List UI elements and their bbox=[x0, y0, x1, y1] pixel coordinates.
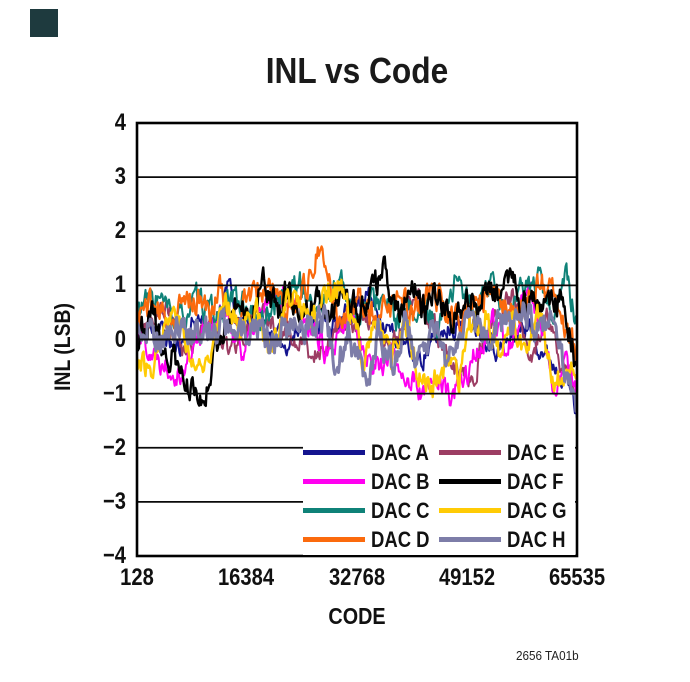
legend-item-label: DAC D bbox=[371, 526, 430, 552]
series-line-dac-f bbox=[137, 255, 577, 407]
legend-swatch-icon bbox=[439, 508, 501, 513]
legend: DAC A DAC E DAC B DAC F DAC C DAC G DAC D DAC H bbox=[303, 438, 575, 555]
series-lines bbox=[137, 245, 577, 419]
y-tick-label: 3 bbox=[114, 163, 126, 191]
y-tick-label: −4 bbox=[103, 542, 126, 569]
legend-swatch-icon bbox=[303, 450, 365, 455]
legend-item: DAC F bbox=[439, 467, 575, 496]
y-tick-label: −1 bbox=[103, 379, 126, 407]
legend-item-label: DAC G bbox=[507, 497, 567, 523]
x-tick-label: 16384 bbox=[218, 564, 275, 591]
legend-item: DAC D bbox=[303, 525, 439, 554]
legend-item: DAC H bbox=[439, 525, 575, 554]
series-line-dac-g bbox=[137, 278, 577, 399]
legend-item-label: DAC C bbox=[371, 497, 430, 523]
x-tick-label: 65535 bbox=[548, 564, 606, 591]
legend-item: DAC G bbox=[439, 496, 575, 525]
x-axis-title: CODE bbox=[328, 603, 386, 629]
series-line-dac-h bbox=[137, 301, 577, 413]
legend-item-label: DAC B bbox=[371, 468, 430, 494]
plot-frame bbox=[135, 121, 579, 558]
x-tick-label: 32768 bbox=[328, 564, 385, 591]
y-tick-label: 1 bbox=[114, 271, 126, 299]
y-tick-label: 2 bbox=[114, 217, 126, 245]
legend-swatch-icon bbox=[303, 537, 365, 542]
series-line-dac-d bbox=[137, 245, 577, 361]
legend-item-label: DAC A bbox=[371, 439, 429, 465]
legend-swatch-icon bbox=[439, 450, 501, 455]
y-axis-title: INL (LSB) bbox=[50, 303, 75, 391]
legend-item-label: DAC H bbox=[507, 526, 566, 552]
legend-item: DAC B bbox=[303, 467, 439, 496]
legend-swatch-icon bbox=[303, 508, 365, 513]
y-tick-label: 0 bbox=[114, 325, 126, 353]
corner-square-marker bbox=[30, 9, 58, 37]
chart-title: INL vs Code bbox=[265, 50, 449, 91]
legend-item-label: DAC F bbox=[507, 468, 564, 494]
legend-item-label: DAC E bbox=[507, 439, 565, 465]
y-tick-label: 4 bbox=[114, 109, 126, 136]
x-tick-label: 128 bbox=[120, 564, 154, 591]
legend-swatch-icon bbox=[439, 537, 501, 542]
legend-item: DAC E bbox=[439, 438, 575, 467]
x-tick-label: 49152 bbox=[438, 564, 495, 591]
legend-item: DAC C bbox=[303, 496, 439, 525]
y-tick-label: −2 bbox=[103, 433, 126, 461]
y-tick-label: −3 bbox=[103, 487, 126, 515]
legend-swatch-icon bbox=[303, 479, 365, 484]
legend-swatch-icon bbox=[439, 479, 501, 484]
figure-note: 2656 TA01b bbox=[516, 648, 579, 663]
legend-item: DAC A bbox=[303, 438, 439, 467]
